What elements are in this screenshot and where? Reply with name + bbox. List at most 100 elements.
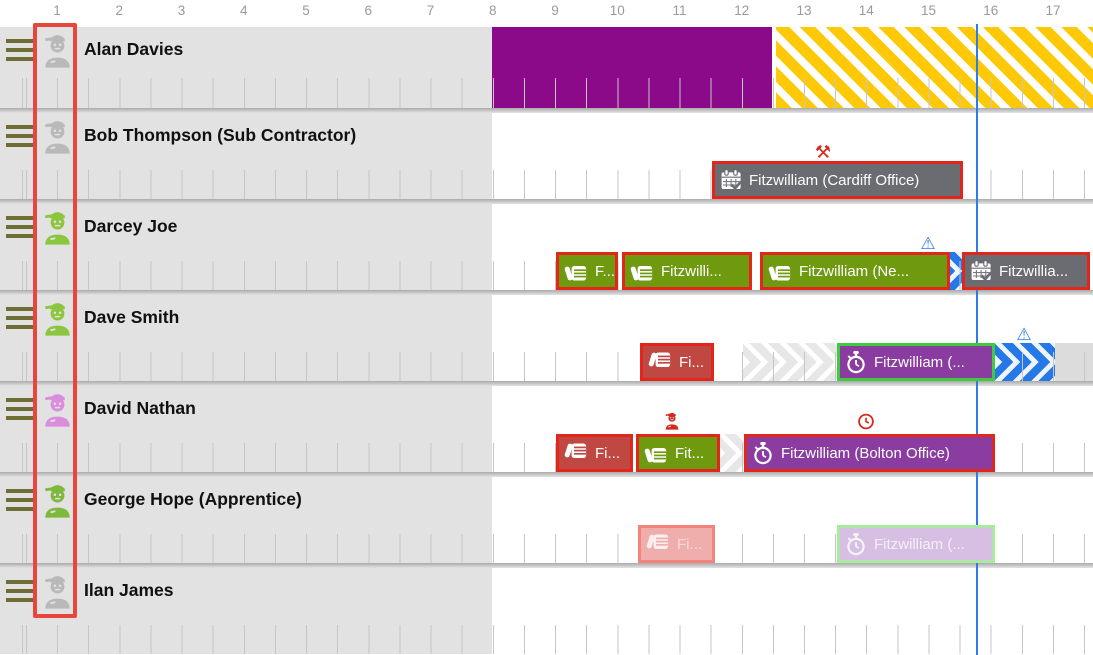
task-bar-label: F...	[595, 262, 615, 280]
thumb-down-icon	[646, 534, 669, 549]
worker-avatar-icon	[45, 212, 70, 245]
task-bar-label: Fitzwilliam (Bolton Office)	[781, 444, 950, 462]
worker-name: Alan Davies	[84, 39, 184, 59]
row-separator	[0, 199, 1093, 204]
ruler-label: 10	[609, 3, 625, 18]
task-bar-label: Fitzwilliam (...	[874, 535, 965, 553]
ruler-label: 1	[53, 3, 61, 18]
task-bar-label: Fitzwilli...	[661, 262, 722, 280]
stopwatch-icon	[847, 351, 865, 374]
drag-handle-bar	[6, 589, 34, 593]
resource-row: Alan Davies	[0, 27, 1093, 108]
task-bar-label: Fit...	[675, 444, 705, 462]
stopwatch-icon	[847, 533, 865, 556]
task-bar[interactable]: Fitzwilliam (Bolton Office)	[744, 434, 995, 472]
drag-handle-icon[interactable]	[6, 216, 34, 243]
thumb-down-icon	[648, 352, 671, 367]
worker-avatar-icon	[45, 485, 70, 518]
worker-avatar	[41, 389, 74, 432]
drag-handle-icon[interactable]	[6, 307, 34, 334]
task-bar[interactable]: F...	[556, 252, 618, 290]
task-bar[interactable]: Fitzwilliam (...	[837, 343, 995, 381]
task-bar[interactable]: Fi...	[556, 434, 633, 472]
drag-handle-bar	[6, 316, 34, 320]
task-bar[interactable]: Fitzwillia...	[962, 252, 1090, 290]
task-bar-label: Fi...	[595, 444, 620, 462]
worker-avatar	[41, 480, 74, 523]
drag-handle-icon[interactable]	[6, 39, 34, 66]
task-bar[interactable]: Fi...	[638, 525, 715, 563]
drag-handle-icon[interactable]	[6, 489, 34, 516]
ruler-label: 15	[920, 3, 937, 18]
task-bar-label: Fitzwilliam (...	[874, 353, 965, 371]
worker-avatar	[41, 30, 74, 73]
drag-handle-bar	[6, 398, 34, 402]
drag-handle-icon[interactable]	[6, 125, 34, 152]
status-person-icon	[664, 410, 681, 434]
task-bar-label: Fitzwilliam (Cardiff Office)	[749, 171, 920, 189]
thumb-down-icon	[564, 443, 587, 458]
worker-name: Ilan James	[84, 580, 174, 600]
row-separator	[0, 290, 1093, 295]
resource-row: George Hope (Apprentice) Fi... Fitzwilli…	[0, 477, 1093, 563]
overflow-chevron-pattern	[718, 434, 746, 472]
worker-avatar	[41, 298, 74, 341]
ruler-label: 8	[488, 3, 497, 18]
task-bar[interactable]: Fit...	[636, 434, 720, 472]
row-separator	[0, 381, 1093, 386]
ruler-label: 11	[672, 3, 687, 18]
drag-handle-bar	[6, 498, 34, 502]
allocation-block[interactable]	[1052, 343, 1093, 381]
drag-handle-bar	[6, 507, 34, 511]
drag-handle-bar	[6, 216, 34, 220]
drag-handle-icon[interactable]	[6, 398, 34, 425]
row-separator	[0, 563, 1093, 568]
resource-row: Darcey Joe F... Fitzwilli... Fitzwilliam…	[0, 204, 1093, 290]
task-bar[interactable]: Fitzwilliam (...	[837, 525, 995, 563]
calendar-check-icon	[721, 169, 742, 191]
task-bar-label: Fitzwillia...	[999, 262, 1069, 280]
task-bar[interactable]: Fitzwilliam (Cardiff Office)	[712, 161, 963, 199]
ruler-label: 9	[551, 3, 559, 18]
worker-avatar	[41, 571, 74, 614]
status-warning-icon: ⚠	[1016, 325, 1032, 344]
worker-name: Dave Smith	[84, 307, 180, 327]
drag-handle-bar	[6, 134, 34, 138]
thumb-up-icon	[644, 448, 667, 463]
ruler-label: 4	[239, 3, 248, 18]
ruler-label: 7	[426, 3, 435, 18]
resource-row: Ilan James	[0, 568, 1093, 654]
drag-handle-icon[interactable]	[6, 580, 34, 607]
drag-handle-bar	[6, 225, 34, 229]
timeline-ruler: 1 2 3 4 5 6 7 8 9 10 11 12 13 14 15 16 17	[0, 0, 1093, 23]
drag-handle-bar	[6, 39, 34, 43]
drag-handle-bar	[6, 307, 34, 311]
task-bar[interactable]: Fitzwilliam (Ne...	[760, 252, 950, 290]
allocation-block[interactable]	[492, 27, 772, 108]
overflow-chevron-pattern	[743, 343, 837, 381]
worker-avatar-icon	[45, 121, 70, 154]
status-clock-icon	[858, 413, 875, 434]
resource-row: Bob Thompson (Sub Contractor) Fitzwillia…	[0, 113, 1093, 199]
task-bar[interactable]: Fitzwilli...	[622, 252, 752, 290]
thumb-up-icon	[630, 266, 653, 281]
striped-allocation-block[interactable]	[776, 27, 1093, 108]
ruler-label: 14	[858, 3, 874, 18]
worker-avatar-icon	[45, 303, 70, 336]
ruler-label: 5	[302, 3, 310, 18]
worker-avatar	[41, 116, 74, 159]
drag-handle-bar	[6, 489, 34, 493]
drag-handle-bar	[6, 580, 34, 584]
worker-avatar-icon	[45, 394, 70, 427]
stopwatch-icon	[754, 442, 772, 465]
worker-avatar	[41, 207, 74, 250]
overflow-chevron-pattern	[995, 343, 1055, 381]
worker-name: George Hope (Apprentice)	[84, 489, 302, 509]
drag-handle-bar	[6, 407, 34, 411]
row-separator	[0, 108, 1093, 113]
worker-avatar-icon	[45, 35, 70, 68]
current-time-line	[976, 24, 978, 655]
task-bar-label: Fitzwilliam (Ne...	[799, 262, 910, 280]
task-bar[interactable]: Fi...	[640, 343, 714, 381]
ruler-label: 2	[115, 3, 124, 18]
